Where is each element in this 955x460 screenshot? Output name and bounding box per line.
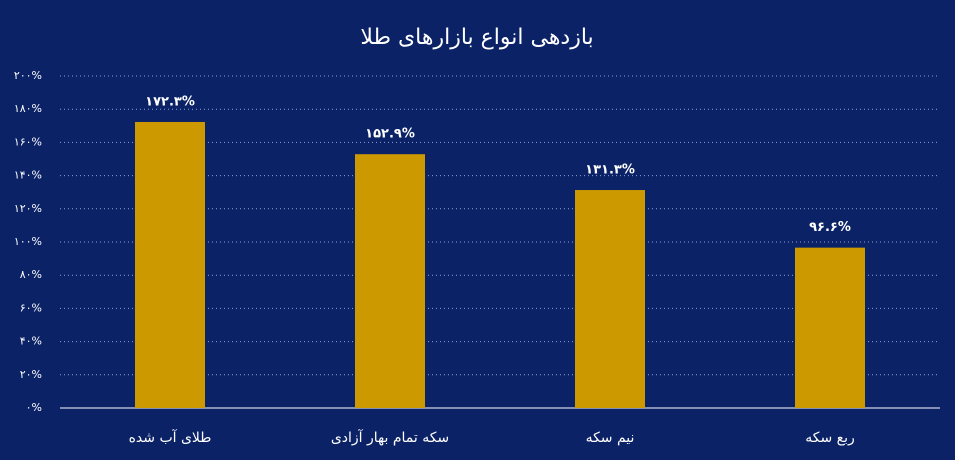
y-tick-label: ۲۰۰%: [14, 69, 42, 82]
value-label: ۱۳۱.۳%: [585, 163, 635, 178]
value-label: ۱۷۲.۳%: [145, 94, 195, 109]
bar: [355, 154, 425, 408]
bar: [795, 247, 865, 408]
y-tick-label: ۱۰۰%: [14, 235, 42, 248]
y-tick-label: ۸۰%: [20, 268, 42, 281]
value-label: ۱۵۲.۹%: [365, 127, 415, 142]
x-tick-label: نیم سکه: [586, 430, 635, 446]
y-tick-label: ۱۴۰%: [14, 169, 42, 182]
x-tick-label: طلای آب شده: [129, 429, 212, 446]
bar: [575, 190, 645, 408]
y-tick-label: ۴۰%: [20, 335, 42, 348]
y-tick-label: ۰%: [26, 401, 42, 414]
y-tick-label: ۱۶۰%: [14, 135, 42, 148]
value-label: ۹۶.۶%: [809, 220, 851, 235]
bar: [135, 121, 205, 409]
y-tick-label: ۱۸۰%: [14, 102, 42, 115]
y-tick-label: ۶۰%: [20, 301, 42, 314]
y-tick-label: ۱۲۰%: [14, 202, 42, 215]
x-tick-label: ربع سکه: [805, 430, 855, 446]
chart-title: بازدهی انواع بازارهای طلا: [360, 25, 593, 50]
y-tick-label: ۲۰%: [20, 368, 42, 381]
x-tick-label: سکه تمام بهار آزادی: [331, 429, 449, 446]
